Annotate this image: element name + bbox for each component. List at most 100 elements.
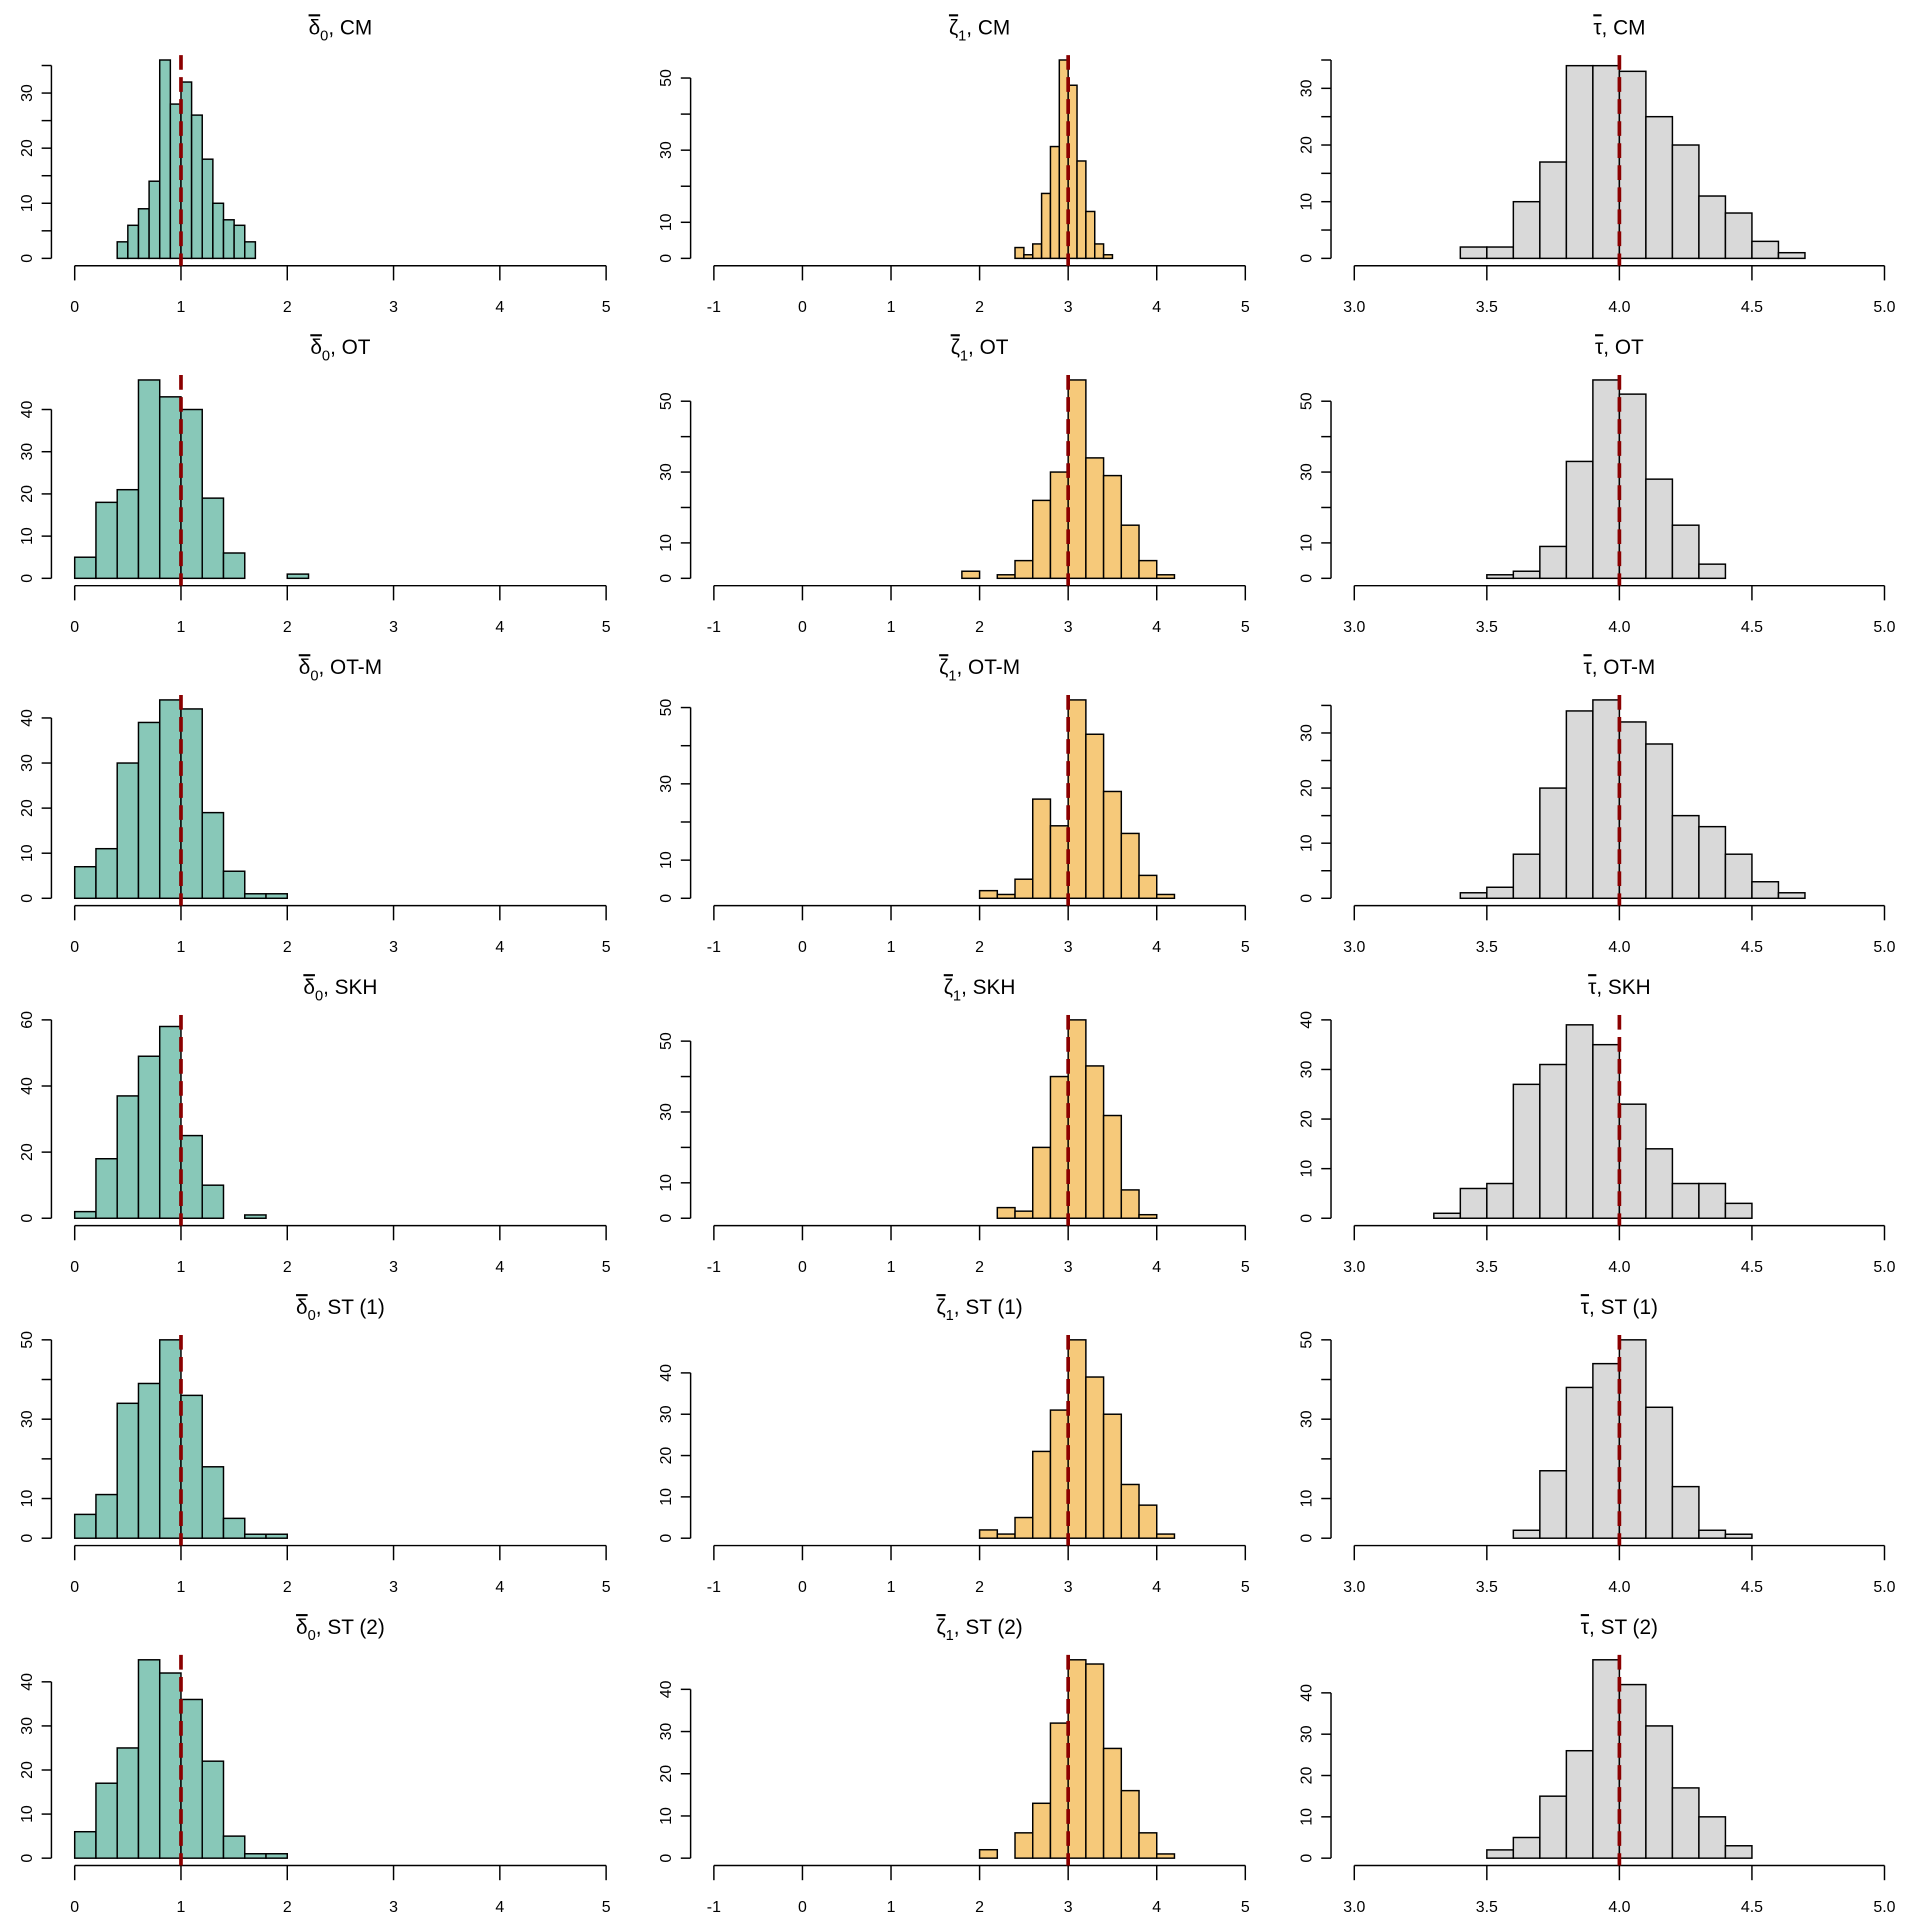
y-tick-label: 10 xyxy=(19,194,36,212)
x-tick-label: 3.5 xyxy=(1476,939,1498,956)
histogram-bar xyxy=(1539,1470,1568,1539)
x-tick-label: 1 xyxy=(887,939,896,956)
x-tick-label: 3.5 xyxy=(1476,1259,1498,1276)
x-tick-label: 5.0 xyxy=(1873,619,1895,636)
histogram-bar xyxy=(95,1157,118,1219)
histogram-bar xyxy=(1592,379,1621,580)
x-tick-label: 4.5 xyxy=(1741,1899,1763,1916)
panel-title: ζ1, OT-M xyxy=(939,656,1020,684)
x-tick-label: -1 xyxy=(707,1259,721,1276)
title-symbol: τ xyxy=(1584,656,1593,679)
panel-title: τ, OT xyxy=(1595,336,1644,359)
x-tick-label: 0 xyxy=(798,619,807,636)
y-tick-label: 10 xyxy=(1298,1808,1315,1826)
title-subscript: 1 xyxy=(960,348,968,364)
x-tick-label: 0 xyxy=(798,939,807,956)
title-symbol: δ xyxy=(299,656,311,679)
histogram-bar xyxy=(1014,246,1025,260)
x-tick-label: 4 xyxy=(1152,299,1161,316)
y-tick-label: 10 xyxy=(658,213,675,231)
histogram-bar xyxy=(1049,825,1069,900)
x-tick-label: 2 xyxy=(975,939,984,956)
histogram-bar xyxy=(1777,251,1806,260)
y-tick-label: 0 xyxy=(19,1534,36,1543)
histogram-bar xyxy=(1102,254,1114,260)
histogram-bar xyxy=(222,1835,246,1859)
histogram-bar xyxy=(1565,1749,1594,1859)
histogram-bar xyxy=(1023,254,1034,260)
y-tick-label: 40 xyxy=(658,1680,675,1698)
title-method: , ST (1) xyxy=(1589,1296,1658,1319)
histogram-bar xyxy=(1618,1103,1647,1219)
y-tick-label: 0 xyxy=(19,894,36,903)
y-tick-label: 10 xyxy=(1298,834,1315,852)
y-tick-label: 30 xyxy=(1298,1725,1315,1743)
x-tick-label: 3.5 xyxy=(1476,1899,1498,1916)
histogram-bar xyxy=(1067,1339,1087,1539)
y-tick-label: 0 xyxy=(19,1854,36,1863)
x-tick-label: 2 xyxy=(975,1899,984,1916)
y-tick-label: 40 xyxy=(658,1364,675,1382)
title-subscript: 1 xyxy=(946,1628,954,1644)
title-subscript: 0 xyxy=(315,988,323,1004)
histogram-bar xyxy=(1102,1413,1123,1539)
title-subscript: 0 xyxy=(308,1308,316,1324)
x-tick-label: 2 xyxy=(975,1259,984,1276)
histogram-bar xyxy=(1512,200,1541,260)
histogram-bar xyxy=(1459,1187,1488,1219)
histogram-bar xyxy=(1724,212,1753,260)
y-tick-label: 20 xyxy=(658,1447,675,1465)
title-symbol: δ xyxy=(310,336,322,359)
x-tick-label: 3.5 xyxy=(1476,1579,1498,1596)
histogram-bar xyxy=(1486,246,1515,260)
y-tick-label: 0 xyxy=(658,1534,675,1543)
histogram-bar xyxy=(1067,1019,1087,1219)
y-tick-label: 0 xyxy=(1298,1854,1315,1863)
histogram-bar xyxy=(1156,1533,1176,1539)
histogram-bar xyxy=(1076,160,1087,260)
title-subscript: 1 xyxy=(953,988,961,1004)
title-subscript: 0 xyxy=(310,668,318,684)
x-tick-label: 3 xyxy=(1064,1259,1073,1276)
x-tick-label: 5 xyxy=(602,619,611,636)
histogram-bar xyxy=(1671,524,1700,580)
x-tick-label: 4 xyxy=(495,1259,504,1276)
histogram-bar xyxy=(244,893,267,900)
histogram-bar xyxy=(158,396,182,580)
x-tick-label: 4 xyxy=(1152,1259,1161,1276)
histogram-bar xyxy=(116,241,129,260)
y-tick-label: 20 xyxy=(1298,779,1315,797)
histogram-bar xyxy=(1486,1182,1515,1219)
title-method: , CM xyxy=(966,16,1010,39)
x-tick-label: 5 xyxy=(602,299,611,316)
y-tick-label: 30 xyxy=(19,754,36,772)
x-tick-label: 1 xyxy=(887,1259,896,1276)
histogram-bar xyxy=(190,114,203,260)
histogram-bar xyxy=(1085,210,1096,260)
histogram-bar xyxy=(1014,1832,1034,1859)
y-tick-label: 50 xyxy=(658,392,675,410)
x-tick-label: 0 xyxy=(70,1899,79,1916)
histogram-bar xyxy=(1120,1483,1140,1539)
histogram-bar xyxy=(265,1533,289,1539)
y-tick-label: 30 xyxy=(1298,463,1315,481)
y-tick-label: 50 xyxy=(658,1032,675,1050)
y-tick-label: 20 xyxy=(19,485,36,503)
title-method: , ST (2) xyxy=(316,1616,385,1639)
title-subscript: 0 xyxy=(320,28,328,44)
x-tick-label: 4.5 xyxy=(1741,299,1763,316)
panel-title: δ0, SKH xyxy=(303,976,377,1004)
y-tick-label: 30 xyxy=(658,775,675,793)
histogram-bar xyxy=(1433,1212,1462,1219)
histogram-panel: τ, OT-M 3.0 3.5 4.0 4.5 5.0 0 10 20 30 xyxy=(1298,656,1895,956)
y-tick-label: 0 xyxy=(658,254,675,263)
histogram-bar xyxy=(137,208,150,260)
title-symbol: ζ xyxy=(944,976,953,999)
x-tick-label: 3 xyxy=(1064,299,1073,316)
histogram-bar xyxy=(95,847,118,900)
title-method: , SKH xyxy=(323,976,377,999)
